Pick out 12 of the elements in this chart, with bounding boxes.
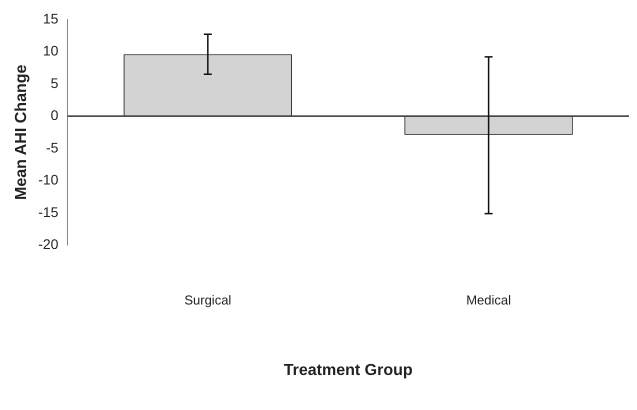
y-tick-label: -20: [38, 236, 59, 252]
y-tick-label: 5: [50, 74, 59, 91]
y-tick-label: 0: [50, 107, 59, 124]
x-tick-label: Medical: [466, 292, 512, 308]
y-tick-label: -10: [38, 172, 59, 188]
y-tick-label: -15: [38, 204, 59, 220]
y-axis-title: Mean AHI Change: [13, 64, 30, 200]
y-tick-label: 15: [42, 10, 59, 26]
x-tick-label: Surgical: [184, 292, 232, 308]
y-tick-label: -5: [46, 139, 59, 156]
y-tick-label: 10: [42, 42, 59, 59]
x-axis-title: Treatment Group: [284, 362, 413, 379]
